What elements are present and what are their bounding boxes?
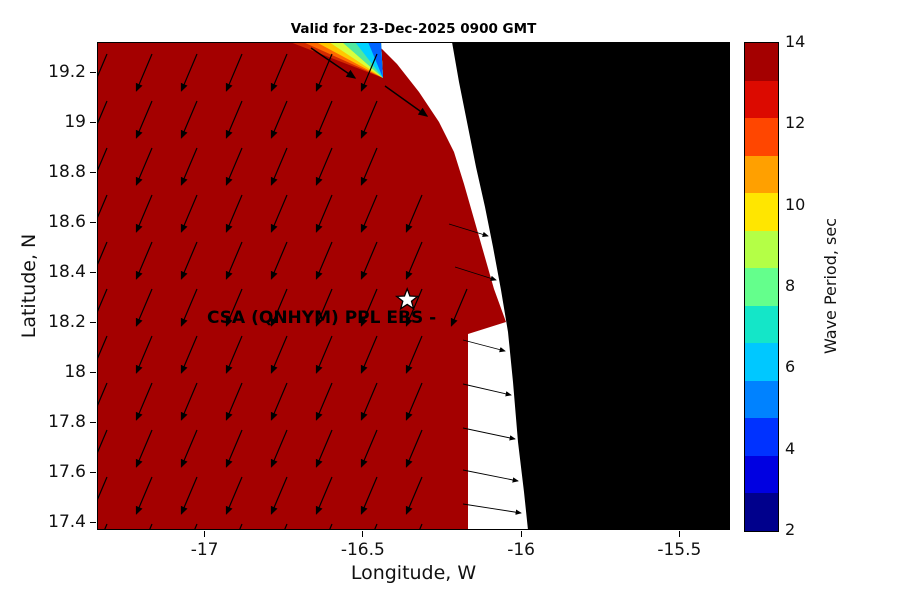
colorbar-band: [745, 43, 778, 81]
y-tick-label: 17.4: [48, 512, 86, 533]
y-tick-label: 18.4: [48, 262, 86, 283]
x-tick-label: -16.5: [340, 540, 385, 560]
x-axis-label: Longitude, W: [350, 562, 477, 584]
y-tick-mark: [90, 121, 96, 123]
y-tick-mark: [90, 421, 96, 423]
plot-title: Valid for 23-Dec-2025 0900 GMT: [290, 21, 537, 37]
y-tick-mark: [90, 521, 96, 523]
colorbar-band: [745, 230, 778, 269]
y-tick-label: 18.2: [48, 312, 86, 333]
station-label: CSA (QNHYM) PPL EBS -: [207, 308, 436, 328]
y-tick-mark: [90, 471, 96, 473]
y-tick-mark: [90, 321, 96, 323]
colorbar-tick-label: 6: [785, 357, 796, 377]
colorbar-band: [745, 305, 778, 344]
colorbar-tick-label: 12: [785, 113, 806, 133]
colorbar-band: [745, 193, 778, 231]
colorbar-tick-label: 14: [785, 32, 806, 51]
y-tick-mark: [90, 71, 96, 73]
colorbar-band: [745, 455, 778, 494]
colorbar-band: [745, 118, 778, 156]
x-tick-label: -17: [190, 540, 219, 560]
x-tick-label: -15.5: [657, 540, 702, 560]
x-tick-mark: [204, 531, 206, 537]
colorbar-band: [745, 343, 778, 381]
plot-border: [97, 42, 730, 530]
coastal-wave-arrows: [310, 47, 522, 515]
y-tick-mark: [90, 271, 96, 273]
y-tick-label: 19.2: [48, 62, 86, 83]
colorbar-band: [745, 80, 778, 119]
colorbar-band: [745, 268, 778, 306]
y-tick-mark: [90, 171, 96, 173]
colorbar-band: [745, 380, 778, 419]
land-region: [452, 42, 730, 530]
colorbar-tick-label: 2: [785, 520, 796, 539]
x-tick-mark: [678, 531, 680, 537]
colorbar-tick-label: 4: [785, 438, 796, 458]
x-tick-mark: [520, 531, 522, 537]
colorbar-band: [745, 493, 778, 531]
y-tick-mark: [90, 221, 96, 223]
colorbar-band: [745, 155, 778, 194]
colorbar-tick-label: 8: [785, 276, 796, 295]
y-tick-mark: [90, 371, 96, 373]
colorbar-tick-label: 10: [785, 194, 806, 214]
x-tick-mark: [362, 531, 364, 537]
y-tick-label: 18.6: [48, 212, 86, 233]
y-tick-label: 19: [64, 112, 86, 133]
colorbar: [744, 42, 779, 532]
shallow-water-band: [368, 42, 383, 78]
y-tick-label: 18: [64, 362, 86, 383]
station-star-marker: [394, 286, 420, 311]
map-plot-area: CSA (QNHYM) PPL EBS -: [90, 42, 730, 562]
y-tick-label: 17.8: [48, 412, 86, 433]
colorbar-band: [745, 418, 778, 456]
y-tick-label: 17.6: [48, 462, 86, 483]
y-tick-label: 18.8: [48, 162, 86, 183]
x-tick-label: -16: [507, 540, 535, 560]
